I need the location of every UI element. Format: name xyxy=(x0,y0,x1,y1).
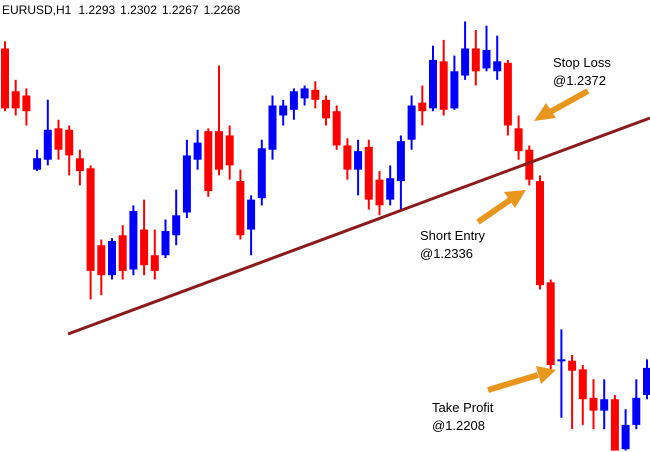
candle-body xyxy=(578,369,587,400)
candle-body xyxy=(311,89,320,100)
arrow-shaft xyxy=(487,372,539,393)
annotation: Stop Loss xyxy=(553,55,611,70)
candle-body xyxy=(11,91,20,109)
header-value: 1.2267 xyxy=(162,3,199,17)
candle-body xyxy=(375,179,384,206)
candle-body xyxy=(86,168,95,271)
annotation: @1.2372 xyxy=(553,73,606,88)
candle-body xyxy=(557,359,566,362)
candle-body xyxy=(525,149,534,180)
candle-body xyxy=(482,49,491,69)
candle-body xyxy=(43,129,52,160)
candle-body xyxy=(332,111,341,146)
candle-body xyxy=(493,61,502,72)
candle-body xyxy=(343,145,352,170)
candle-body xyxy=(429,59,437,109)
candle-body xyxy=(536,181,544,286)
candle-body xyxy=(621,424,630,450)
candle-body xyxy=(65,129,74,156)
candle-body xyxy=(236,181,245,236)
candles xyxy=(1,21,650,451)
header: EURUSD,H1 1.2293 1.2302 1.2267 1.2268 xyxy=(2,3,241,17)
candle-body xyxy=(439,61,448,110)
candle-body xyxy=(461,48,470,76)
symbol: EURUSD,H1 xyxy=(2,3,72,17)
candle-body xyxy=(600,399,609,411)
candle-body xyxy=(322,99,330,119)
candle-body xyxy=(503,62,512,126)
candle-body xyxy=(97,245,106,276)
candle-body xyxy=(396,141,405,182)
candle-body xyxy=(172,215,181,236)
candle-body xyxy=(568,360,577,371)
candle-body xyxy=(257,148,266,199)
arrow-shaft xyxy=(476,197,512,225)
candle-body xyxy=(182,155,191,213)
candle-body xyxy=(418,102,427,112)
candle-body xyxy=(204,131,213,192)
candle-body xyxy=(150,255,159,271)
candle-body xyxy=(289,91,298,110)
candle-body xyxy=(589,397,598,411)
header-value: 1.2268 xyxy=(204,3,241,17)
candle-body xyxy=(546,282,555,366)
annotation: Short Entry xyxy=(420,228,486,243)
candle-body xyxy=(354,151,363,170)
arrows xyxy=(476,88,590,393)
arrow-head xyxy=(536,366,556,384)
arrow-head xyxy=(504,190,526,208)
trendline xyxy=(67,116,650,336)
candle-body xyxy=(300,88,309,99)
arrow-head xyxy=(534,103,556,121)
candle-body xyxy=(1,48,9,109)
candle-body xyxy=(407,105,416,140)
candle-body xyxy=(33,158,42,170)
candle-body xyxy=(268,105,277,150)
candle-body xyxy=(386,178,395,200)
candle-body xyxy=(193,142,202,160)
candle-body xyxy=(118,235,127,271)
candle-body xyxy=(514,128,523,152)
candle-body xyxy=(247,199,256,230)
candle-body xyxy=(129,211,138,270)
candle-body xyxy=(22,95,31,112)
candle-body xyxy=(364,146,373,200)
candle-body xyxy=(279,105,288,116)
arrow-shaft xyxy=(548,88,590,115)
candle-body xyxy=(225,135,234,166)
annotation: @1.2336 xyxy=(420,246,473,261)
annotation: @1.2208 xyxy=(432,418,485,433)
header-value: 1.2302 xyxy=(120,3,157,17)
candle-body xyxy=(643,367,650,395)
candle-body xyxy=(610,399,619,451)
candle-body xyxy=(215,131,223,170)
candle-body xyxy=(632,397,641,425)
candle-body xyxy=(140,229,149,266)
candle-body xyxy=(471,48,480,72)
candle-body xyxy=(75,158,84,172)
annotation: Take Profit xyxy=(432,400,494,415)
candle-body xyxy=(161,230,170,256)
candle-body xyxy=(450,71,459,109)
candle-body xyxy=(54,128,63,150)
header-value: 1.2293 xyxy=(78,3,115,17)
candle-body xyxy=(108,240,116,276)
